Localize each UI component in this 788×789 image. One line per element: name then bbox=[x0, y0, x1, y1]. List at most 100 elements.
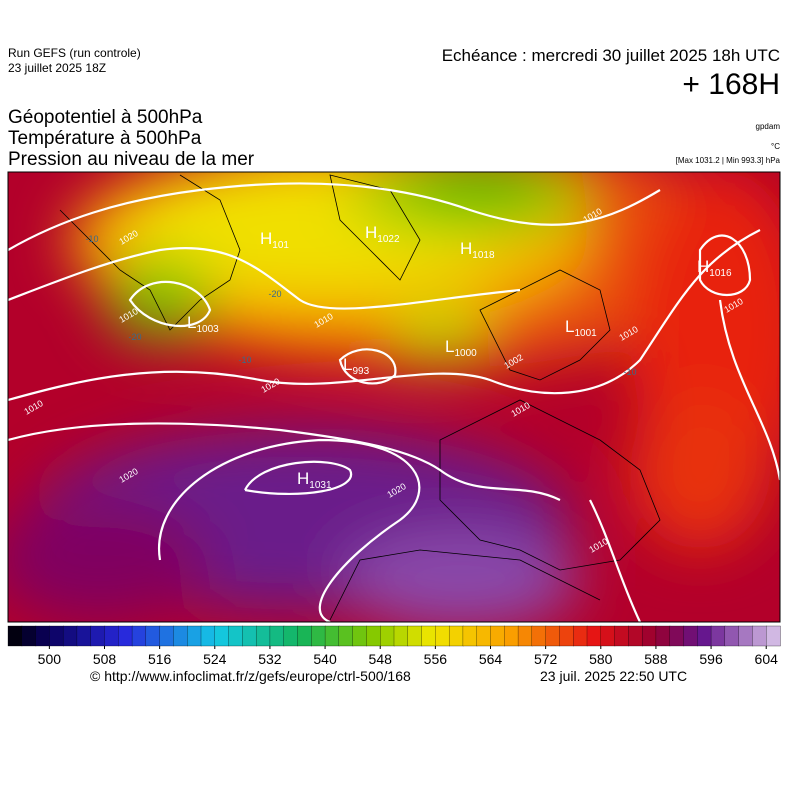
center-value: 1016 bbox=[709, 268, 732, 279]
colorbar-swatch bbox=[614, 625, 630, 647]
colorbar-swatch bbox=[738, 625, 754, 647]
pressure-center: L1001 bbox=[565, 317, 597, 339]
map-frame bbox=[7, 171, 781, 623]
pressure-center: H1022 bbox=[365, 223, 400, 245]
center-letter: L bbox=[187, 313, 196, 332]
colorbar: 500 508 516 524 532 540 548 556 564 572 580 588 596 6… bbox=[7, 625, 781, 667]
colorbar-swatch bbox=[393, 625, 409, 647]
colorbar-swatch bbox=[724, 625, 740, 647]
colorbar-tick-label: 572 bbox=[534, 651, 558, 667]
colorbar-swatch bbox=[145, 625, 161, 647]
temp-label: -20 bbox=[268, 289, 281, 299]
colorbar-swatch bbox=[628, 625, 643, 647]
pressure-center: L1000 bbox=[445, 337, 477, 359]
colorbar-swatch bbox=[710, 625, 726, 647]
colorbar-swatch bbox=[338, 625, 354, 647]
title-2: Température à 500hPa bbox=[8, 128, 202, 149]
center-letter: H bbox=[260, 229, 272, 248]
run-label: Run GEFS (run controle) bbox=[8, 46, 141, 60]
pressure-center: H1016 bbox=[697, 257, 732, 279]
colorbar-tick-label: 580 bbox=[589, 651, 613, 667]
colorbar-swatch bbox=[504, 625, 519, 647]
colorbar-swatch bbox=[531, 625, 547, 647]
colorbar-tick-label: 516 bbox=[148, 651, 172, 667]
center-letter: H bbox=[460, 239, 472, 258]
colorbar-tick-label: 564 bbox=[479, 651, 503, 667]
colorbar-swatch bbox=[242, 625, 257, 647]
colorbar-swatch bbox=[269, 625, 285, 647]
temp-label: -10 bbox=[623, 367, 636, 377]
colorbar-swatch bbox=[90, 625, 106, 647]
pressure-center: H1018 bbox=[460, 239, 495, 261]
colorbar-swatch bbox=[421, 625, 437, 647]
colorbar-tick-label: 588 bbox=[644, 651, 668, 667]
colorbar-swatch bbox=[76, 625, 92, 647]
colorbar-swatch bbox=[283, 625, 299, 647]
center-value: 1018 bbox=[472, 250, 495, 261]
pressure-center: H101 bbox=[260, 229, 289, 251]
center-value: 1001 bbox=[574, 328, 597, 339]
footer-date: 23 juil. 2025 22:50 UTC bbox=[540, 668, 688, 684]
colorbar-swatch bbox=[697, 625, 712, 647]
center-letter: H bbox=[297, 469, 309, 488]
colorbar-swatch bbox=[559, 625, 574, 647]
colorbar-swatch bbox=[545, 625, 561, 647]
center-value: 1003 bbox=[196, 324, 219, 335]
map-field bbox=[8, 172, 780, 622]
colorbar-swatch bbox=[669, 625, 685, 647]
lead-time: + 168H bbox=[682, 68, 780, 101]
colorbar-swatch bbox=[380, 625, 395, 647]
colorbar-swatch bbox=[214, 625, 230, 647]
center-value: 1000 bbox=[454, 348, 477, 359]
colorbar-swatch bbox=[21, 625, 37, 647]
colorbar-swatch bbox=[407, 625, 423, 647]
colorbar-swatch bbox=[448, 625, 464, 647]
center-value: 993 bbox=[352, 366, 369, 377]
colorbar-swatch bbox=[517, 625, 533, 647]
center-letter: H bbox=[697, 257, 709, 276]
pressure-range: [Max 1031.2 | Min 993.3] hPa bbox=[675, 156, 780, 165]
center-letter: L bbox=[565, 317, 574, 336]
colorbar-swatch bbox=[573, 625, 588, 647]
colorbar-swatch bbox=[476, 625, 492, 647]
colorbar-tick-label: 556 bbox=[424, 651, 448, 667]
colorbar-swatch bbox=[655, 625, 671, 647]
colorbar-tick-label: 548 bbox=[369, 651, 393, 667]
colorbar-swatch bbox=[462, 625, 478, 647]
title-3: Pression au niveau de la mer bbox=[8, 149, 255, 170]
colorbar-swatch bbox=[435, 625, 450, 647]
run-date: 23 juillet 2025 18Z bbox=[8, 61, 107, 75]
colorbar-swatch bbox=[7, 625, 23, 647]
temp-label: -10 bbox=[85, 234, 98, 244]
colorbar-swatch bbox=[131, 625, 147, 647]
colorbar-swatch bbox=[255, 625, 271, 647]
colorbar-swatch bbox=[600, 625, 616, 647]
colorbar-tick-label: 596 bbox=[699, 651, 723, 667]
colorbar-swatch bbox=[352, 625, 368, 647]
temp-label: -20 bbox=[128, 332, 141, 342]
colorbar-swatch bbox=[297, 625, 312, 647]
center-value: 1022 bbox=[377, 234, 400, 245]
colorbar-swatch bbox=[200, 625, 216, 647]
colorbar-swatch bbox=[752, 625, 767, 647]
unit-temp: °C bbox=[771, 142, 780, 151]
pressure-center: L1003 bbox=[187, 313, 219, 335]
colorbar-swatch bbox=[104, 625, 119, 647]
colorbar-tick-label: 540 bbox=[313, 651, 337, 667]
center-value: 1031 bbox=[309, 480, 332, 491]
colorbar-tick-label: 604 bbox=[755, 651, 779, 667]
colorbar-tick-label: 524 bbox=[203, 651, 227, 667]
temp-label: -10 bbox=[238, 355, 251, 365]
colorbar-swatch bbox=[173, 625, 188, 647]
colorbar-swatch bbox=[766, 625, 781, 647]
unit-geo: gpdam bbox=[755, 122, 780, 131]
colorbar-swatch bbox=[641, 625, 657, 647]
pressure-center: L993 bbox=[343, 355, 370, 377]
colorbar-swatch bbox=[324, 625, 340, 647]
colorbar-swatch bbox=[490, 625, 505, 647]
colorbar-swatch bbox=[49, 625, 64, 647]
colorbar-swatch bbox=[683, 625, 698, 647]
colorbar-swatch bbox=[159, 625, 175, 647]
